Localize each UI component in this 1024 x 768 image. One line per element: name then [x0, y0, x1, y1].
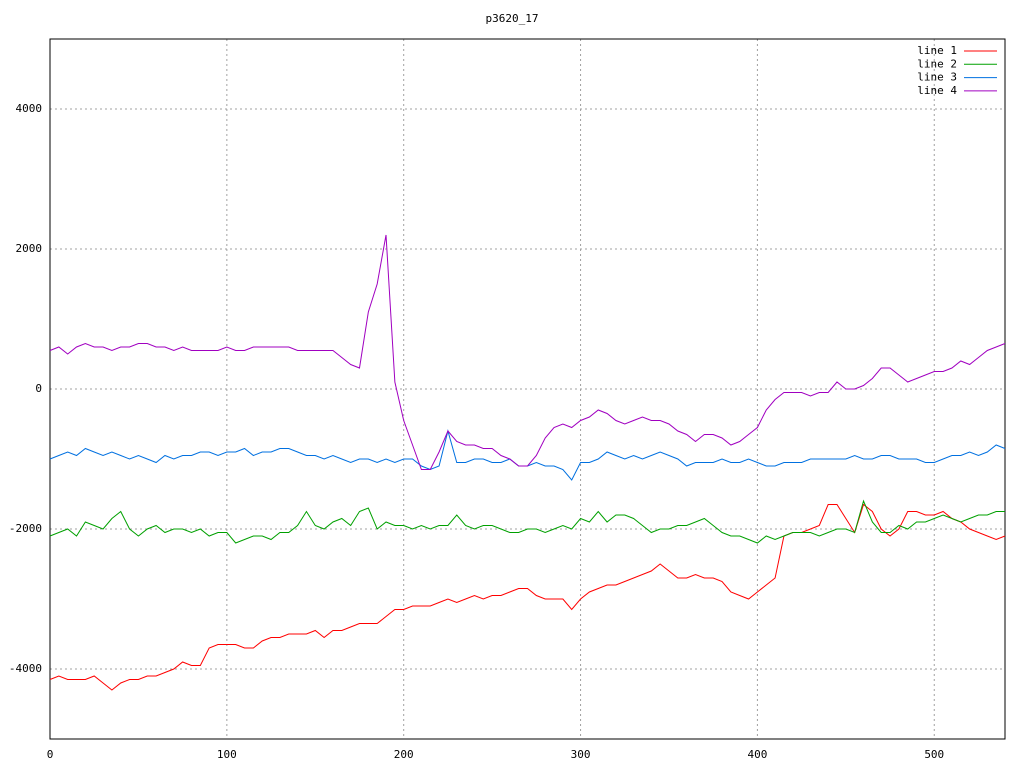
- series-line: [49, 429, 1006, 481]
- x-tick-label: 0: [47, 748, 54, 761]
- legend-label: line 1: [917, 44, 957, 57]
- chart-title: p3620_17: [486, 12, 539, 25]
- plot-border: [49, 38, 1006, 740]
- legend-label: line 2: [917, 57, 957, 70]
- x-tick-label: 300: [571, 748, 591, 761]
- legend-label: line 3: [917, 71, 957, 84]
- series-line: [49, 499, 1005, 544]
- y-tick-label: 4000: [16, 102, 43, 115]
- y-tick-label: 0: [35, 382, 42, 395]
- y-tick-label: -4000: [9, 662, 42, 675]
- x-tick-label: 200: [394, 748, 414, 761]
- y-tick-label: 2000: [16, 242, 43, 255]
- x-tick-label: 100: [217, 748, 237, 761]
- x-tick-label: 500: [924, 748, 944, 761]
- series-line: [49, 234, 1006, 470]
- x-tick-label: 400: [747, 748, 767, 761]
- legend-label: line 4: [917, 84, 957, 97]
- y-tick-label: -2000: [9, 522, 42, 535]
- series-line: [49, 503, 1006, 691]
